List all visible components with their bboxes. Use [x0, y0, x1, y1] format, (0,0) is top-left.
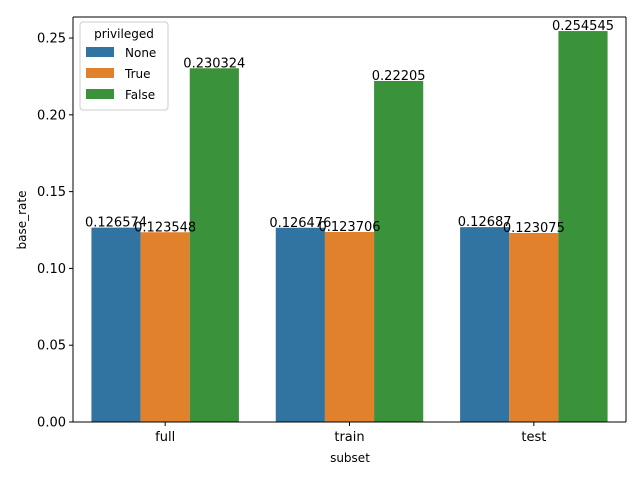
bar-none-train: [275, 227, 325, 422]
data-label-true-full: 0.123548: [134, 220, 196, 235]
legend-label-none: None: [125, 46, 156, 60]
x-tick-label-train: train: [334, 430, 364, 445]
x-axis-label: subset: [330, 451, 370, 465]
legend-label-true: True: [124, 67, 151, 81]
bars-layer: [91, 31, 608, 423]
bar-none-test: [460, 227, 510, 422]
data-label-false-test: 0.254545: [552, 19, 614, 34]
y-tick-label-0: 0.00: [37, 416, 66, 431]
legend-swatch-true: [86, 68, 114, 78]
x-tick-label-full: full: [155, 430, 175, 445]
legend-items: None True False: [86, 46, 156, 102]
y-tick-label-1: 0.05: [37, 339, 66, 354]
legend: privileged None True False: [79, 21, 169, 111]
data-label-false-full: 0.230324: [183, 56, 245, 71]
y-tick-label-2: 0.10: [37, 262, 66, 277]
bar-true-train: [324, 232, 375, 422]
bar-true-full: [140, 232, 190, 422]
y-tick-label-3: 0.15: [37, 185, 66, 200]
bar-false-train: [374, 80, 424, 422]
legend-title: privileged: [94, 27, 154, 41]
bar-true-test: [509, 232, 559, 422]
ticks-layer: full train test 0.00 0.05 0.10 0.15 0.20 0.25: [37, 32, 546, 445]
data-label-true-train: 0.123706: [318, 220, 380, 235]
legend-frame: [79, 21, 169, 111]
data-label-false-train: 0.22205: [372, 69, 426, 84]
data-label-none-test: 0.12687: [458, 215, 512, 230]
legend-swatch-none: [86, 47, 114, 57]
legend-swatch-false: [86, 89, 114, 99]
legend-label-false: False: [125, 88, 155, 102]
bar-false-test: [558, 31, 608, 423]
data-label-none-train: 0.126476: [269, 216, 331, 231]
bar-none-full: [91, 227, 141, 422]
y-axis-label: base_rate: [15, 191, 29, 250]
data-label-true-test: 0.123075: [503, 221, 565, 236]
data-label-none-full: 0.126574: [85, 216, 147, 231]
x-tick-label-test: test: [521, 430, 546, 445]
y-tick-label-5: 0.25: [37, 32, 66, 47]
y-tick-label-4: 0.20: [37, 108, 66, 123]
bar-false-full: [189, 68, 239, 422]
